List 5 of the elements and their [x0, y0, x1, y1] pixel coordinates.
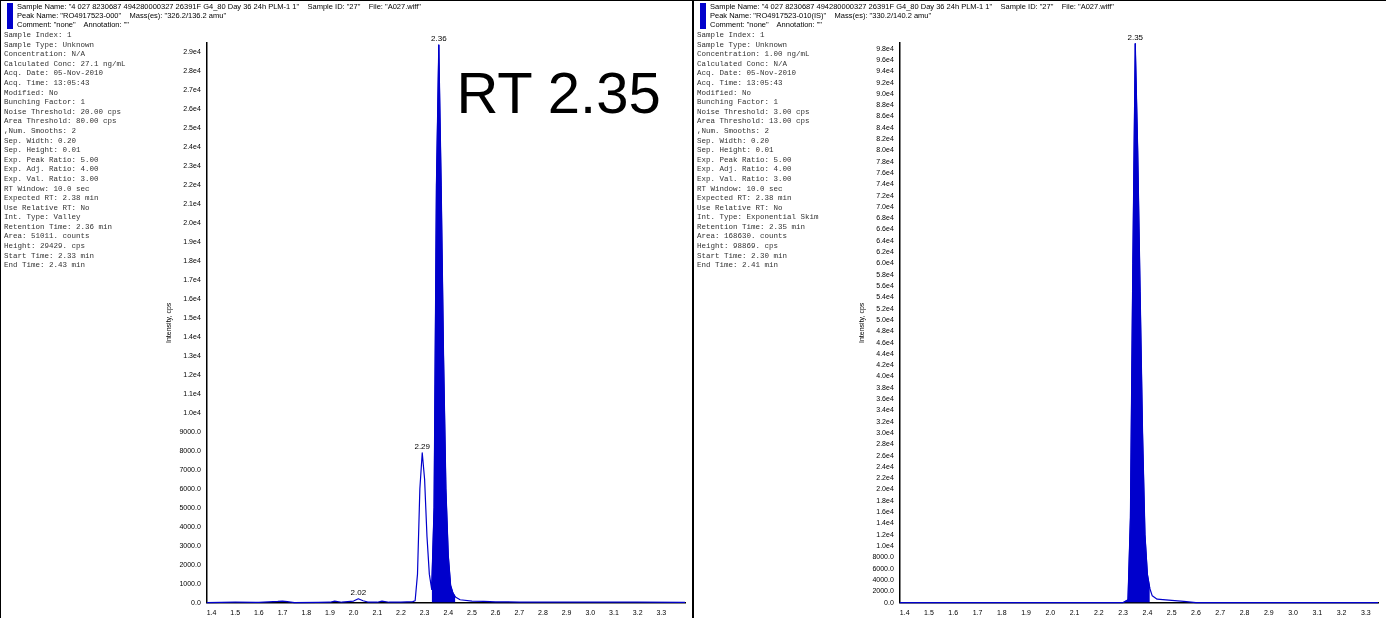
- annotation: 2.02: [350, 588, 367, 598]
- annotation: 2.29: [414, 441, 431, 451]
- annotation: 2.35: [1127, 32, 1144, 42]
- annotation: 2.36: [431, 34, 448, 44]
- annotation: RT 2.35: [456, 60, 661, 125]
